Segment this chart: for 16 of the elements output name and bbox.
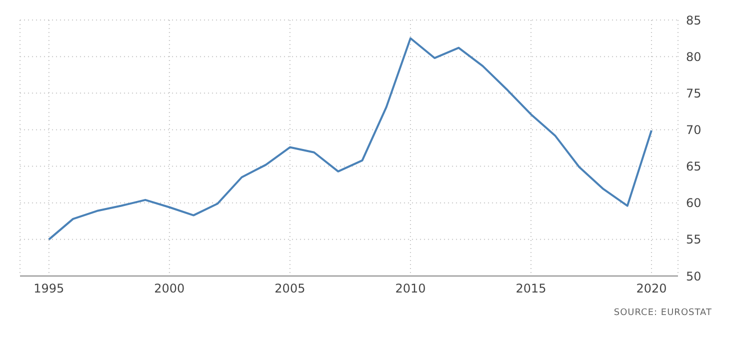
- y-tick-label: 85: [686, 13, 702, 28]
- y-tick-label: 60: [686, 196, 702, 210]
- x-tick-label: 2015: [516, 282, 546, 296]
- x-tick-label: 1995: [34, 282, 64, 296]
- x-tick-label: 2020: [636, 282, 667, 296]
- y-tick-label: 65: [686, 160, 702, 174]
- y-tick-label: 70: [686, 122, 702, 137]
- y-tick-label: 55: [686, 232, 702, 247]
- source-note: SOURCE: EUROSTAT: [612, 308, 713, 318]
- y-tick-label: 75: [686, 86, 702, 100]
- x-tick-label: 2005: [274, 282, 306, 296]
- line-series: [48, 37, 652, 240]
- x-tick-label: 2000: [154, 282, 185, 296]
- x-tick-label: 2010: [395, 282, 426, 296]
- y-tick-label: 50: [686, 269, 702, 284]
- y-tick-label: 80: [686, 50, 702, 64]
